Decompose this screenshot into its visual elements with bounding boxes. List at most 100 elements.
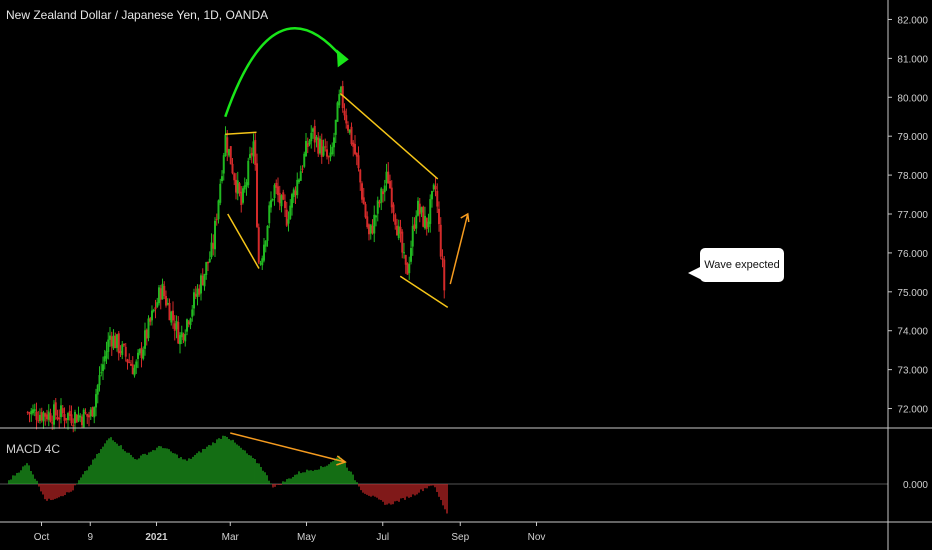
candle-body <box>110 336 113 347</box>
candle-body <box>357 155 360 169</box>
candle-body <box>438 208 440 225</box>
candle-body <box>193 292 195 309</box>
candle-body <box>371 225 374 234</box>
price-tick-label: 75.000 <box>897 288 928 299</box>
candle-body <box>411 225 414 247</box>
price-tick-label: 72.000 <box>897 405 928 416</box>
candle-body <box>112 335 115 349</box>
candle-body <box>186 319 188 332</box>
candle-body <box>165 296 167 306</box>
candle-body <box>224 134 227 156</box>
candle-body <box>126 359 129 363</box>
candle-body <box>417 200 419 216</box>
price-tick-label: 78.000 <box>897 171 928 182</box>
candle-body <box>166 302 169 305</box>
candle-body <box>144 330 146 349</box>
candle-body <box>32 409 34 414</box>
candle-body <box>271 198 274 201</box>
candle-body <box>61 408 64 414</box>
candle-body <box>285 209 288 226</box>
candle-body <box>354 144 356 154</box>
candle-body <box>333 137 335 148</box>
candle-body <box>138 349 141 354</box>
candle-body <box>362 197 365 205</box>
candle-body <box>317 137 320 154</box>
candle-body <box>396 225 398 236</box>
time-axis: Oct 9 2021 Mar May Jul Sep Nov <box>34 522 545 543</box>
candle-body <box>137 352 139 359</box>
candle-body <box>177 322 180 344</box>
time-tick-label: 9 <box>87 532 93 543</box>
candle-body <box>107 339 110 352</box>
candle-body <box>114 335 117 349</box>
candle-body <box>299 171 302 181</box>
candle-body <box>222 155 225 174</box>
candle-body <box>158 287 160 304</box>
candle-body <box>280 195 283 207</box>
candle-body <box>254 139 257 165</box>
candle-body <box>270 200 272 208</box>
green-arrowhead <box>336 49 349 68</box>
candle-body <box>410 247 412 262</box>
price-tick-label: 82.000 <box>897 15 928 26</box>
candle-body <box>88 415 90 418</box>
candle-body <box>278 192 281 204</box>
candle-body <box>133 367 136 376</box>
candle-body <box>84 412 87 414</box>
candle-body <box>326 149 328 157</box>
candle-body <box>406 263 409 275</box>
candle-body <box>427 221 430 228</box>
chart-title: New Zealand Dollar / Japanese Yen, 1D, O… <box>6 8 269 22</box>
candle-body <box>369 224 372 234</box>
candle-body <box>418 203 421 215</box>
candle-body <box>228 149 230 156</box>
candle-body <box>203 273 206 287</box>
candle-body <box>432 184 435 190</box>
candle-body <box>46 414 48 420</box>
candle-body <box>142 349 145 359</box>
time-tick-label: Mar <box>222 532 240 543</box>
candle-body <box>327 156 330 158</box>
time-tick-label: May <box>297 532 316 543</box>
candle-body <box>256 163 258 227</box>
candle-body <box>338 94 341 106</box>
macd-zero-label: 0.000 <box>903 480 928 491</box>
candle-body <box>60 405 62 418</box>
candle-body <box>404 254 407 265</box>
candle-body <box>103 356 106 362</box>
price-tick-label: 81.000 <box>897 54 928 65</box>
candle-body <box>401 231 404 253</box>
candle-body <box>184 334 187 342</box>
candle-body <box>261 258 264 266</box>
candle-body <box>28 412 31 414</box>
candle-body <box>89 409 92 417</box>
candle-body <box>378 201 381 204</box>
wave-up-arrowhead <box>460 212 470 223</box>
flag-top-line <box>225 131 257 135</box>
candle-body <box>33 409 36 412</box>
macd-indicator-label[interactable]: MACD 4C <box>6 442 61 456</box>
candle-body <box>390 187 393 208</box>
candle-body <box>352 142 355 147</box>
price-tick-label: 79.000 <box>897 132 928 143</box>
candle-body <box>124 346 127 357</box>
candle-body <box>40 412 43 421</box>
candle-body <box>173 323 176 331</box>
time-tick-label: Jul <box>376 532 389 543</box>
candle-body <box>37 420 40 422</box>
candle-body <box>403 252 405 254</box>
candle-body <box>413 224 416 229</box>
candle-body <box>439 224 442 257</box>
candle-body <box>331 146 334 155</box>
candle-body <box>175 320 178 330</box>
candle-body <box>385 171 388 184</box>
candle-body <box>301 168 304 170</box>
candle-body <box>121 344 124 356</box>
wave-expected-callout[interactable]: Wave expected <box>700 248 784 282</box>
candle-body <box>249 154 251 159</box>
candle-body <box>315 136 318 140</box>
candle-body <box>366 216 369 227</box>
candle-body <box>235 179 237 193</box>
